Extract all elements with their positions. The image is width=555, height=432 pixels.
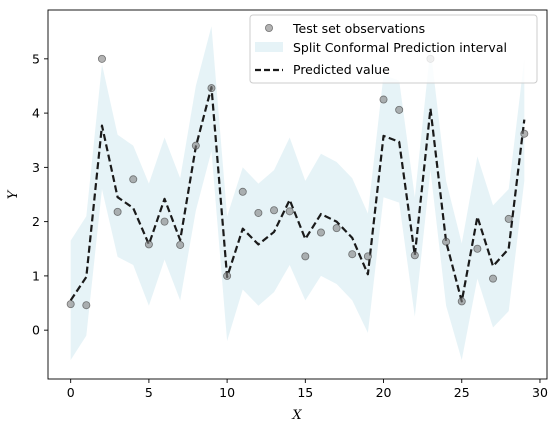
observation-point xyxy=(97,54,106,63)
observation-point xyxy=(379,95,388,104)
observation-point xyxy=(332,224,341,233)
x-tick-label: 5 xyxy=(145,385,153,400)
legend-observations-marker xyxy=(264,23,273,32)
observation-point xyxy=(207,84,216,93)
x-tick-label: 10 xyxy=(219,385,235,400)
observation-point xyxy=(129,175,138,184)
legend: Test set observations Split Conformal Pr… xyxy=(249,14,538,84)
x-tick-label: 15 xyxy=(297,385,313,400)
y-axis-label: Y xyxy=(6,189,21,199)
y-tick-label: 2 xyxy=(32,214,40,229)
observation-point xyxy=(223,271,232,280)
observation-point xyxy=(270,206,279,215)
observation-point xyxy=(504,214,513,223)
observation-point xyxy=(191,141,200,150)
observation-point xyxy=(238,187,247,196)
x-tick-label: 20 xyxy=(376,385,392,400)
observation-point xyxy=(489,274,498,283)
observation-point xyxy=(410,251,419,260)
observation-point xyxy=(82,301,91,310)
legend-observations-label: Test set observations xyxy=(292,21,425,36)
observation-point xyxy=(395,105,404,114)
y-tick-label: 0 xyxy=(32,323,40,338)
observation-point xyxy=(457,297,466,306)
observation-point xyxy=(285,207,294,216)
predicted-line-layer xyxy=(69,85,526,303)
observation-point xyxy=(176,240,185,249)
interval-band-layer xyxy=(70,26,525,361)
legend-interval-swatch xyxy=(255,42,283,52)
y-tick-label: 1 xyxy=(32,268,40,283)
observation-point xyxy=(348,250,357,259)
observation-point xyxy=(113,207,122,216)
observation-point xyxy=(66,300,75,309)
legend-predicted-label: Predicted value xyxy=(293,62,390,77)
predicted-line xyxy=(69,85,526,303)
observation-point xyxy=(301,252,310,261)
observation-point xyxy=(442,237,451,246)
x-tick-label: 30 xyxy=(532,385,548,400)
plot-frame xyxy=(47,9,548,380)
observation-points-layer xyxy=(66,54,529,310)
observation-point xyxy=(363,252,372,261)
legend-interval-label: Split Conformal Prediction interval xyxy=(293,40,507,55)
observation-point xyxy=(520,129,529,138)
observation-point xyxy=(473,244,482,253)
x-tick-label: 25 xyxy=(454,385,470,400)
observation-point xyxy=(316,228,325,237)
interval-band xyxy=(70,26,525,361)
x-axis-label: X xyxy=(291,408,302,423)
x-tick-label: 0 xyxy=(67,385,75,400)
x-axis: 0 5 10 15 20 25 30 xyxy=(67,379,548,400)
observation-point xyxy=(160,217,169,226)
y-tick-label: 4 xyxy=(32,106,40,121)
observation-point xyxy=(254,208,263,217)
y-tick-label: 3 xyxy=(32,160,40,175)
y-tick-label: 5 xyxy=(32,51,40,66)
y-axis: 0 1 2 3 4 5 xyxy=(32,51,48,338)
legend-box xyxy=(249,14,538,84)
observation-point xyxy=(144,240,153,249)
